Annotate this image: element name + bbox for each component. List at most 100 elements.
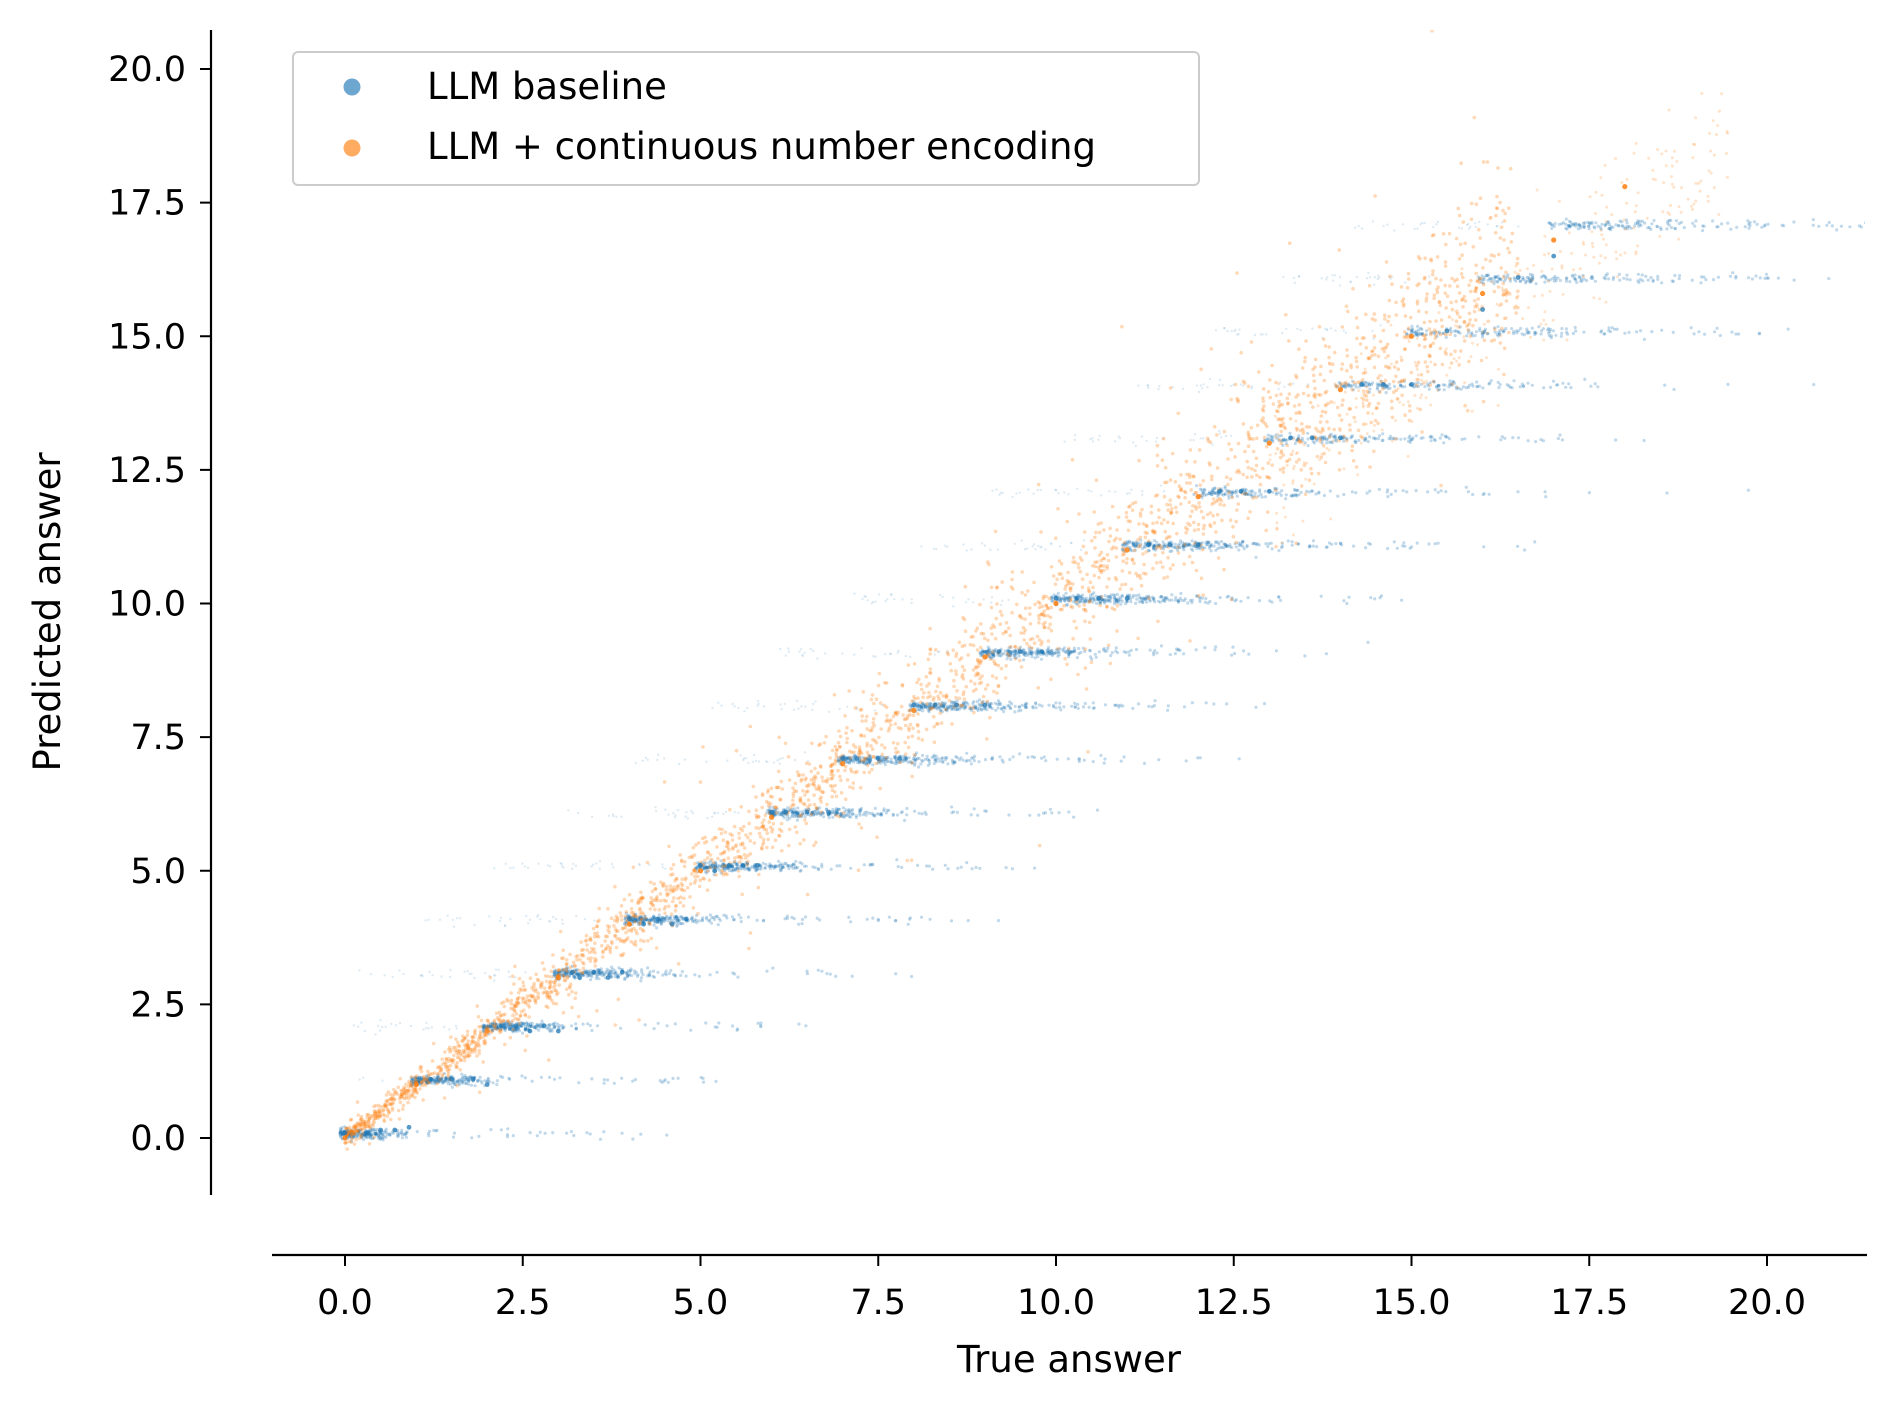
llm-baseline-point bbox=[840, 756, 846, 761]
llm-baseline-point bbox=[1551, 253, 1557, 259]
y-tick-label: 5.0 bbox=[130, 852, 186, 892]
x-tick-label: 10.0 bbox=[1017, 1283, 1095, 1323]
llm-baseline-point bbox=[1444, 328, 1450, 334]
llm-baseline-point bbox=[1380, 382, 1386, 387]
llm-baseline-point bbox=[619, 969, 625, 975]
x-tick-label: 2.5 bbox=[495, 1283, 551, 1323]
continuous-encoding-point bbox=[1480, 290, 1486, 297]
llm-baseline-point bbox=[755, 863, 760, 868]
llm-baseline-point bbox=[527, 1028, 533, 1034]
llm-baseline-point bbox=[769, 809, 774, 815]
continuous-encoding-point bbox=[1124, 547, 1130, 553]
llm-baseline-point bbox=[470, 1076, 476, 1082]
llm-baseline-data-points bbox=[342, 253, 1557, 1136]
llm-baseline-point bbox=[726, 863, 732, 868]
llm-baseline-point bbox=[1018, 649, 1023, 654]
y-axis-ticks: 0.0 2.5 5.0 7.5 10.0 12.5 15.0 17.5 20.0 bbox=[108, 50, 211, 1159]
llm-baseline-point bbox=[1338, 435, 1343, 441]
continuous-encoding-point bbox=[555, 975, 561, 981]
legend-label-llm-baseline: LLM baseline bbox=[427, 65, 667, 108]
continuous-encoding-point bbox=[1551, 237, 1557, 243]
llm-baseline-point bbox=[591, 969, 597, 975]
x-tick-label: 0.0 bbox=[317, 1283, 373, 1323]
llm-baseline-point bbox=[698, 863, 703, 868]
continuous-encoding-point bbox=[626, 921, 633, 927]
continuous-encoding-point bbox=[1266, 440, 1272, 446]
continuous-encoding-point bbox=[484, 1028, 490, 1034]
llm-baseline-point bbox=[1309, 435, 1315, 441]
llm-baseline-point bbox=[683, 916, 689, 922]
llm-baseline-point bbox=[641, 921, 646, 927]
llm-baseline-point bbox=[577, 975, 582, 980]
continuous-encoding-point bbox=[769, 814, 775, 820]
llm-baseline-point bbox=[982, 702, 988, 708]
continuous-encoding-point bbox=[413, 1081, 419, 1088]
llm-baseline-point bbox=[712, 868, 718, 874]
llm-baseline-series bbox=[338, 217, 1865, 1144]
llm-baseline-point bbox=[499, 1023, 504, 1029]
llm-baseline-point bbox=[427, 1076, 433, 1082]
llm-baseline-point bbox=[1359, 382, 1365, 387]
llm-baseline-point bbox=[1238, 488, 1244, 494]
llm-baseline-point bbox=[627, 916, 632, 922]
llm-baseline-point bbox=[342, 1130, 348, 1136]
legend-marker-continuous-encoding bbox=[343, 139, 361, 157]
y-axis-title: Predicted answer bbox=[26, 452, 69, 772]
continuous-encoding-point bbox=[1622, 184, 1628, 190]
y-tick-label: 20.0 bbox=[108, 50, 186, 90]
y-tick-label: 0.0 bbox=[130, 1119, 186, 1159]
x-axis-title: True answer bbox=[956, 1338, 1182, 1381]
continuous-encoding-point bbox=[1195, 494, 1201, 500]
llm-baseline-point bbox=[826, 809, 831, 815]
continuous-encoding-point bbox=[697, 868, 704, 874]
llm-baseline-point bbox=[1217, 488, 1222, 494]
llm-baseline-point bbox=[740, 863, 746, 868]
llm-baseline-point bbox=[378, 1127, 383, 1133]
legend-frame bbox=[292, 51, 1200, 186]
llm-baseline-point bbox=[804, 809, 810, 815]
legend-marker-llm-baseline bbox=[343, 78, 361, 96]
y-tick-label: 7.5 bbox=[130, 718, 186, 758]
llm-baseline-point bbox=[1146, 542, 1151, 548]
continuous-encoding-point bbox=[1337, 387, 1343, 393]
llm-baseline-point bbox=[1195, 542, 1201, 548]
llm-baseline-point bbox=[570, 969, 575, 975]
continuous-encoding-data-points bbox=[342, 184, 1628, 1141]
y-tick-label: 2.5 bbox=[130, 985, 186, 1025]
llm-baseline-point bbox=[1096, 595, 1102, 601]
x-tick-label: 12.5 bbox=[1195, 1283, 1273, 1323]
llm-baseline-point bbox=[1053, 595, 1059, 601]
x-axis-ticks: 0.0 2.5 5.0 7.5 10.0 12.5 15.0 17.5 20.0 bbox=[317, 1255, 1806, 1323]
llm-baseline-point bbox=[669, 921, 675, 927]
llm-baseline-point bbox=[932, 702, 938, 708]
x-tick-label: 15.0 bbox=[1373, 1283, 1451, 1323]
llm-baseline-point bbox=[783, 809, 789, 815]
llm-baseline-point bbox=[605, 975, 611, 980]
llm-baseline-point bbox=[954, 702, 959, 708]
y-tick-label: 15.0 bbox=[108, 317, 186, 357]
legend: LLM baseline LLM + continuous number enc… bbox=[292, 51, 1200, 186]
llm-baseline-point bbox=[911, 702, 917, 708]
llm-baseline-point bbox=[996, 649, 1002, 654]
llm-baseline-point bbox=[1288, 435, 1293, 441]
llm-baseline-point bbox=[897, 756, 902, 761]
llm-baseline-point bbox=[513, 1023, 518, 1029]
llm-baseline-point bbox=[655, 916, 661, 922]
continuous-encoding-point bbox=[911, 707, 917, 714]
llm-baseline-point bbox=[449, 1076, 454, 1082]
x-tick-label: 5.0 bbox=[673, 1283, 729, 1323]
llm-baseline-point bbox=[1124, 595, 1130, 601]
y-tick-label: 17.5 bbox=[108, 184, 186, 224]
x-tick-label: 20.0 bbox=[1728, 1283, 1806, 1323]
llm-baseline-point bbox=[541, 1023, 547, 1029]
legend-label-continuous-encoding: LLM + continuous number encoding bbox=[427, 125, 1096, 168]
continuous-encoding-point bbox=[840, 761, 846, 767]
y-tick-label: 10.0 bbox=[108, 585, 186, 625]
continuous-encoding-point bbox=[1408, 333, 1415, 339]
llm-baseline-point bbox=[854, 756, 860, 761]
continuous-encoding-point bbox=[342, 1135, 348, 1141]
llm-baseline-point bbox=[875, 756, 881, 761]
y-tick-label: 12.5 bbox=[108, 451, 186, 491]
llm-baseline-point bbox=[1039, 649, 1045, 654]
